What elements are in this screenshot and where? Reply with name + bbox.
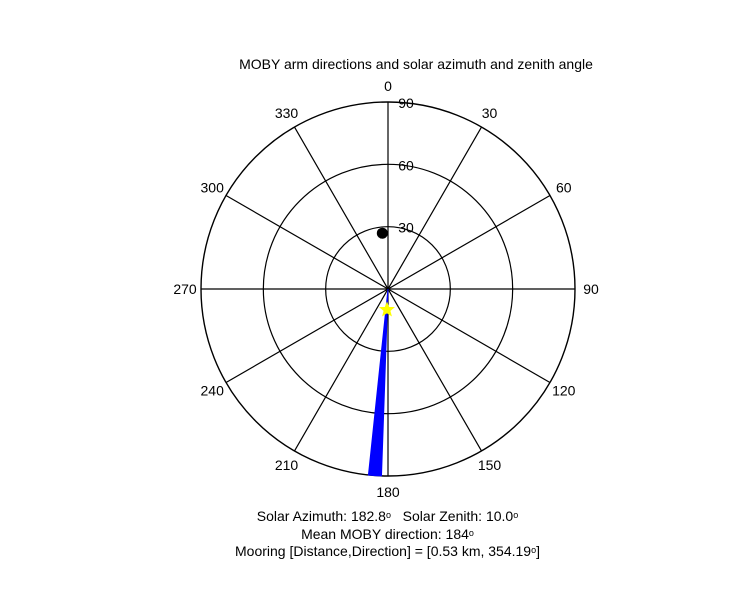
solar-zenith-value: 10.0 [485, 508, 514, 524]
degree-mark: o [468, 528, 474, 538]
mean-direction-label: Mean MOBY direction: [301, 526, 442, 542]
degree-mark: o [513, 510, 519, 520]
angle-tick-label: 60 [556, 180, 572, 196]
solar-angles-line: Solar Azimuth: 182.8o Solar Zenith: 10.0… [0, 508, 750, 524]
degree-mark: o [385, 510, 391, 520]
angle-tick-label: 180 [376, 484, 400, 500]
solar-azimuth-label: Solar Azimuth: [256, 508, 348, 524]
angle-tick-label: 210 [275, 457, 299, 473]
angle-tick-label: 330 [275, 105, 299, 121]
sun-marker [379, 301, 395, 317]
angle-tick-label: 90 [583, 281, 599, 297]
angle-tick-label: 120 [552, 383, 576, 399]
mooring-line: Mooring [Distance,Direction] = [0.53 km,… [0, 543, 750, 559]
chart-marks [367, 227, 395, 477]
mean-direction-value: 184 [445, 526, 469, 542]
mean-direction-line: Mean MOBY direction: 184o [0, 526, 750, 542]
angle-labels: 0 30 60 90 120 150 180 210 240 270 300 330 30 60 90 [173, 78, 599, 500]
moby-arm-sector [367, 288, 389, 477]
polar-chart: MOBY arm directions and solar azimuth an… [173, 56, 599, 500]
chart-title: MOBY arm directions and solar azimuth an… [239, 56, 593, 72]
degree-mark: o [531, 545, 537, 555]
radial-tick-label: 90 [398, 95, 414, 111]
angle-tick-label: 240 [201, 383, 225, 399]
mooring-close: ] [536, 543, 540, 559]
radial-tick-label: 30 [398, 220, 414, 236]
angle-tick-label: 300 [201, 180, 225, 196]
angle-tick-label: 0 [384, 78, 392, 94]
radial-tick-label: 60 [398, 157, 414, 173]
angle-tick-label: 150 [478, 457, 502, 473]
solar-azimuth-value: 182.8 [350, 508, 386, 524]
mooring-marker [376, 227, 388, 239]
angle-tick-label: 30 [482, 105, 498, 121]
angle-tick-label: 270 [173, 281, 197, 297]
solar-zenith-label: Solar Zenith: [402, 508, 483, 524]
mooring-text: Mooring [Distance,Direction] = [0.53 km,… [235, 543, 532, 559]
